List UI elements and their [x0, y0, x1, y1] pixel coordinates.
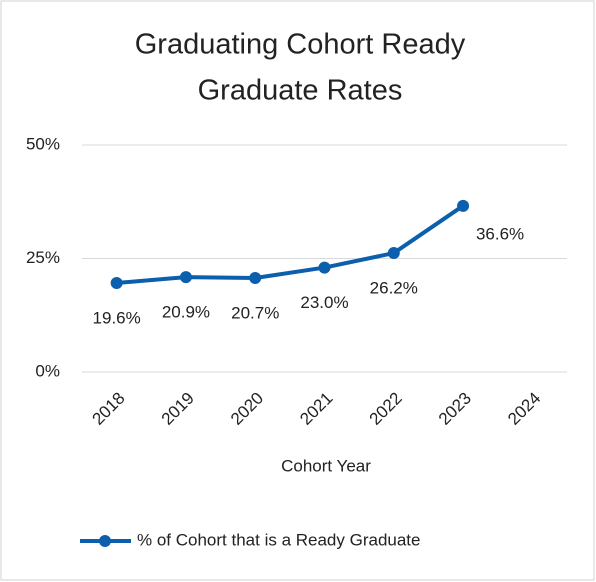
- legend-label: % of Cohort that is a Ready Graduate: [137, 530, 421, 549]
- data-point: [318, 261, 331, 274]
- chart-title: Graduate Rates: [198, 75, 403, 107]
- data-point: [249, 272, 262, 285]
- data-label: 23.0%: [300, 293, 348, 312]
- y-tick-label: 0%: [35, 361, 60, 380]
- data-label: 19.6%: [93, 309, 141, 328]
- data-label: 36.6%: [476, 224, 524, 243]
- data-label: 20.7%: [231, 304, 279, 323]
- chart-title: Graduating Cohort Ready: [135, 29, 466, 61]
- data-point: [110, 277, 123, 290]
- data-point: [387, 247, 400, 260]
- data-label: 26.2%: [370, 279, 418, 298]
- y-tick-label: 25%: [26, 248, 60, 267]
- data-point: [457, 199, 470, 212]
- legend-marker: [99, 535, 111, 547]
- data-point: [179, 271, 192, 284]
- x-axis-title: Cohort Year: [281, 456, 371, 475]
- data-label: 20.9%: [162, 303, 210, 322]
- series-line: [116, 204, 465, 286]
- y-tick-label: 50%: [26, 134, 60, 153]
